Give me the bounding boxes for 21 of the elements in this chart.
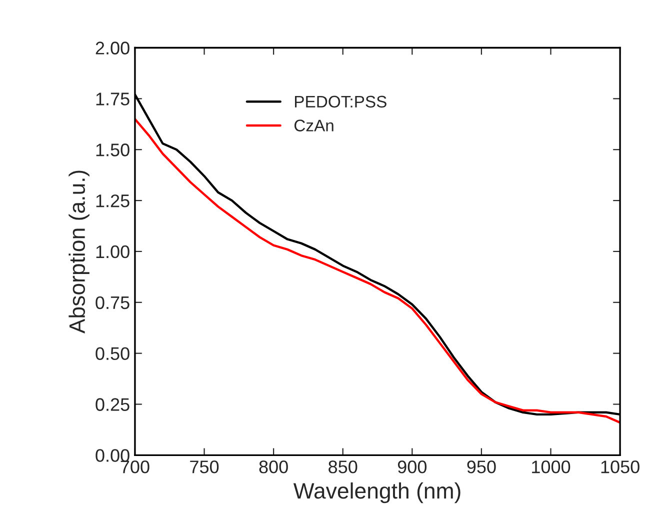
y-tick-label: 0.00: [96, 449, 130, 462]
x-tick-label: 750: [190, 460, 219, 474]
y-tick-label: 1.50: [96, 144, 130, 156]
y-tick-label: 2.00: [96, 42, 130, 54]
y-tick-label: 0.25: [96, 398, 130, 411]
legend-label: CzAn: [294, 120, 334, 132]
legend-label: PEDOT:PSS: [295, 96, 386, 108]
x-axis-title: Wavelength (nm): [293, 482, 460, 504]
y-tick-label: 1.25: [96, 194, 130, 208]
y-axis-title: Absorption (a.u.): [68, 170, 90, 334]
y-tick-label: 1.00: [96, 245, 130, 258]
x-tick-label: 700: [120, 460, 150, 474]
x-tick-label: 1050: [601, 460, 640, 474]
x-tick-label: 900: [398, 460, 427, 474]
y-tick-label: 1.75: [96, 92, 130, 106]
x-tick-label: 850: [328, 460, 358, 474]
x-tick-label: 950: [467, 460, 496, 474]
x-tick-label: 800: [259, 460, 288, 474]
x-tick-label: 1000: [532, 460, 570, 474]
y-tick-label: 0.75: [96, 296, 130, 310]
y-tick-label: 0.50: [96, 347, 130, 360]
